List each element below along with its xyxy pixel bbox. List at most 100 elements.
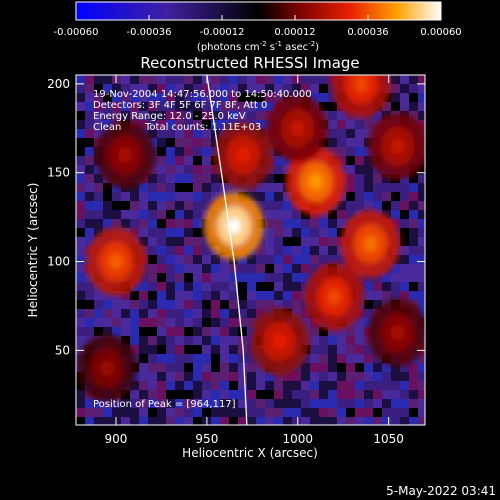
heatmap-cell — [148, 273, 158, 283]
heatmap-cell — [139, 120, 149, 130]
heatmap-cell — [157, 210, 167, 220]
heatmap-cell — [409, 102, 419, 112]
heatmap-cell — [337, 147, 347, 157]
heatmap-cell — [130, 102, 140, 112]
heatmap-cell — [418, 246, 425, 256]
heatmap-cell — [157, 228, 167, 238]
heatmap-cell — [103, 84, 113, 94]
heatmap-cell — [346, 399, 356, 409]
heatmap-cell — [193, 255, 203, 265]
heatmap-cell — [238, 111, 248, 121]
heatmap-cell — [301, 399, 311, 409]
heatmap-cell — [202, 111, 212, 121]
heatmap-cell — [382, 183, 392, 193]
heatmap-cell — [265, 417, 275, 425]
heatmap-cell — [139, 363, 149, 373]
heatmap-cell — [256, 264, 266, 274]
heatmap-cell — [103, 183, 113, 193]
heatmap-cell — [265, 273, 275, 283]
heatmap-cell — [346, 327, 356, 337]
heatmap-cell — [283, 300, 293, 310]
heatmap-cell — [328, 417, 338, 425]
heatmap-cell — [130, 300, 140, 310]
heatmap-cell — [157, 120, 167, 130]
heatmap-cell — [265, 210, 275, 220]
y-axis-ticks: 50 100 150 200 — [47, 77, 425, 357]
heatmap-cell — [211, 111, 221, 121]
heatmap-cell — [292, 381, 302, 391]
emission-region — [213, 120, 274, 189]
heatmap-cell — [139, 183, 149, 193]
heatmap-cell — [274, 282, 284, 292]
heatmap-cell — [382, 408, 392, 418]
heatmap-cell — [85, 111, 95, 121]
colorbar-tick-label: -0.00036 — [127, 27, 172, 38]
heatmap-cell — [112, 417, 122, 425]
heatmap-cell — [337, 390, 347, 400]
heatmap-cell — [328, 129, 338, 139]
heatmap-cell — [157, 273, 167, 283]
heatmap-cell — [310, 246, 320, 256]
heatmap-cell — [310, 372, 320, 382]
heatmap-cell — [247, 318, 257, 328]
heatmap-cell — [85, 93, 95, 103]
heatmap-cell — [328, 336, 338, 346]
heatmap-cell — [112, 399, 122, 409]
heatmap-cell — [175, 111, 185, 121]
heatmap-cell — [355, 381, 365, 391]
heatmap-cell — [184, 129, 194, 139]
heatmap-cell — [247, 192, 257, 202]
heatmap-cell — [193, 291, 203, 301]
heatmap-cell — [355, 174, 365, 184]
heatmap-cell — [166, 381, 176, 391]
heatmap-cell — [157, 237, 167, 247]
heatmap-cell — [238, 408, 248, 418]
heatmap-cell — [328, 237, 338, 247]
heatmap-cell — [184, 75, 194, 85]
heatmap-cell — [139, 228, 149, 238]
heatmap-cell — [265, 399, 275, 409]
heatmap-cell — [202, 381, 212, 391]
heatmap-cell — [103, 300, 113, 310]
heatmap-cell — [391, 291, 401, 301]
heatmap-cell — [103, 210, 113, 220]
heatmap-cell — [121, 417, 131, 425]
heatmap-cell — [283, 246, 293, 256]
heatmap-cell — [355, 138, 365, 148]
heatmap-cell — [85, 75, 95, 85]
heatmap-cell — [193, 273, 203, 283]
heatmap-cell — [184, 156, 194, 166]
heatmap-cell — [76, 318, 86, 328]
heatmap-cell — [139, 309, 149, 319]
heatmap-cell — [373, 192, 383, 202]
heatmap-cell — [418, 354, 425, 364]
heatmap-cell — [103, 75, 113, 85]
heatmap-cell — [391, 84, 401, 94]
heatmap-cell — [121, 75, 131, 85]
heatmap-cell — [121, 102, 131, 112]
heatmap-cell — [148, 192, 158, 202]
heatmap-cell — [202, 156, 212, 166]
heatmap-cell — [76, 381, 86, 391]
heatmap-cell — [148, 75, 158, 85]
heatmap-cell — [355, 363, 365, 373]
heatmap-cell — [139, 75, 149, 85]
heatmap-cell — [229, 282, 239, 292]
heatmap-cell — [94, 129, 104, 139]
heatmap-cell — [76, 138, 86, 148]
heatmap-cell — [211, 264, 221, 274]
heatmap-cell — [337, 345, 347, 355]
heatmap-cell — [175, 417, 185, 425]
heatmap-cell — [283, 192, 293, 202]
heatmap-cell — [319, 327, 329, 337]
heatmap-cell — [256, 273, 266, 283]
colorbar-tick-label: -0.00012 — [200, 27, 245, 38]
heatmap-cell — [292, 255, 302, 265]
heatmap-cell — [166, 399, 176, 409]
heatmap-cell — [139, 93, 149, 103]
heatmap-cell — [274, 273, 284, 283]
heatmap-cell — [202, 372, 212, 382]
heatmap-cell — [355, 354, 365, 364]
heatmap-cell — [211, 318, 221, 328]
heatmap-cell — [175, 156, 185, 166]
